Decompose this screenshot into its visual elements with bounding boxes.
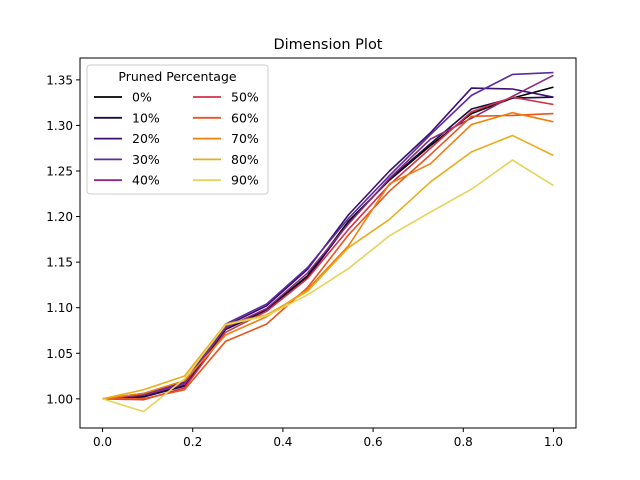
series-layer [102,71,554,413]
x-tick-label: 0.4 [273,435,292,449]
legend-label: 50% [231,90,259,105]
y-tick-label: 1.20 [46,210,73,224]
legend-label: 90% [231,173,259,188]
y-tick-label: 1.30 [46,119,73,133]
legend-label: 40% [132,173,160,188]
legend-title: Pruned Percentage [118,69,237,84]
y-tick-label: 1.35 [46,73,73,87]
y-tick-label: 1.25 [46,165,73,179]
legend-box [86,64,269,195]
x-tick-label: 0.6 [364,435,383,449]
chart-title: Dimension Plot [273,37,382,53]
series-line-10pct [102,96,554,400]
legend-label: 10% [132,110,160,125]
x-axis: 0.0 0.2 0.4 0.6 0.8 1.0 [93,428,563,449]
y-axis: 1.00 1.05 1.10 1.15 1.20 1.25 1.30 1.35 [46,73,80,406]
legend-label: 20% [132,131,160,146]
y-tick-label: 1.05 [46,347,73,361]
x-tick-label: 0.8 [454,435,473,449]
series-line-50pct [102,96,554,401]
y-tick-label: 1.00 [46,392,73,406]
legend: Pruned Percentage 0% 10% 20% 30% 40% 50% 60% 70%… [86,64,269,195]
plot-frame [79,57,577,429]
y-tick-label: 1.10 [46,301,73,315]
x-tick-label: 0.0 [93,435,112,449]
x-tick-label: 1.0 [544,435,563,449]
series-line-60pct [102,112,554,400]
legend-label: 80% [231,152,259,167]
y-tick-label: 1.15 [46,256,73,270]
x-tick-label: 0.2 [183,435,202,449]
series-line-90pct [102,159,554,413]
series-line-40pct [102,74,554,400]
series-line-70pct [102,111,554,400]
legend-label: 0% [132,90,152,105]
legend-label: 60% [231,110,259,125]
series-line-80pct [102,134,554,400]
legend-label: 70% [231,131,259,146]
legend-label: 30% [132,152,160,167]
